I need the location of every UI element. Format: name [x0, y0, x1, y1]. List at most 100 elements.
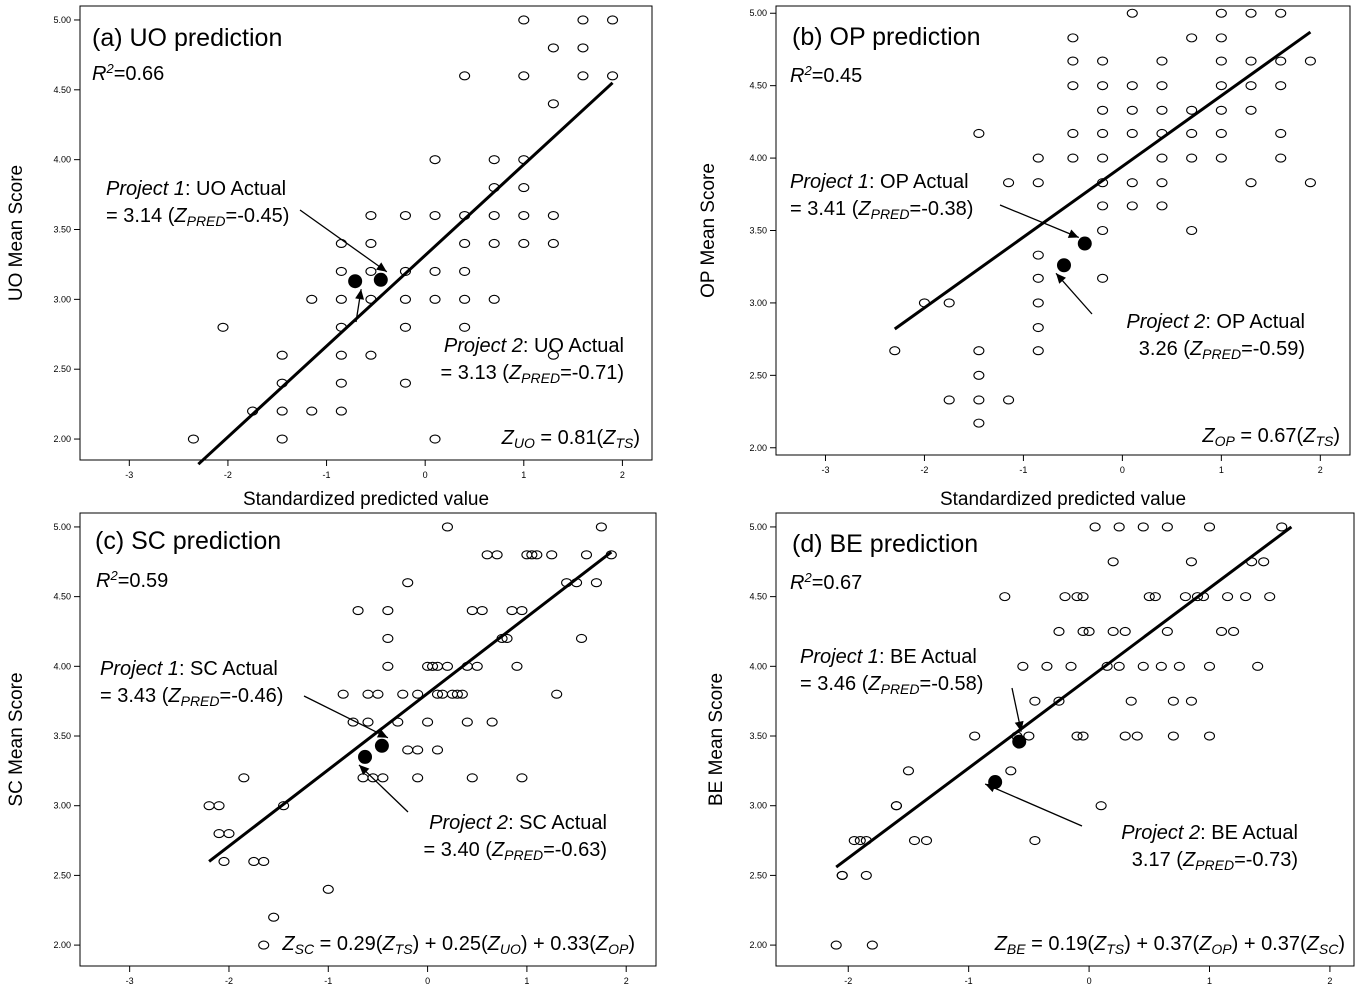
- data-point: [382, 633, 394, 643]
- project-label: 3.17 (ZPRED=-0.73): [1132, 849, 1298, 873]
- y-tick-label: 4.50: [749, 81, 767, 91]
- data-point: [908, 836, 921, 846]
- data-point: [402, 578, 414, 588]
- annotation-arrow: [984, 783, 1083, 827]
- y-tick-label: 2.50: [53, 870, 71, 880]
- data-point: [1222, 592, 1234, 602]
- data-point: [1005, 766, 1017, 776]
- data-point: [1258, 557, 1270, 567]
- y-tick-label: 3.50: [53, 225, 71, 235]
- data-point: [577, 43, 589, 53]
- data-point: [1156, 105, 1168, 115]
- data-point: [481, 550, 493, 560]
- data-point: [973, 395, 985, 405]
- data-point: [427, 661, 439, 671]
- data-point: [547, 350, 559, 360]
- data-point: [1017, 661, 1029, 671]
- r-squared-label: R2=0.67: [790, 570, 862, 594]
- highlight-point-project-1: [373, 272, 388, 287]
- chart-title: (c) SC prediction: [95, 527, 281, 555]
- y-tick-label: 2.00: [749, 940, 767, 950]
- data-point: [866, 940, 878, 950]
- data-point: [518, 15, 530, 25]
- data-point: [429, 210, 441, 221]
- project-label: Project 1: OP Actual: [790, 171, 969, 193]
- data-point: [1113, 661, 1125, 671]
- data-point: [217, 322, 229, 332]
- project-label: Project 2: UO Actual: [444, 335, 624, 357]
- data-point: [521, 550, 533, 560]
- chart-panel-2: 2.00 2.50 3.00 3.50 4.00 4.50 5.00 -3 -2 -1 0 1 2 Pro…: [698, 5, 1351, 510]
- data-point: [466, 773, 478, 783]
- y-tick-label: 4.00: [53, 661, 71, 671]
- data-point: [1119, 626, 1131, 637]
- project-label: Project 1: BE Actual: [800, 646, 977, 668]
- data-point: [1215, 56, 1227, 66]
- y-tick-label: 3.50: [53, 731, 71, 741]
- data-point: [1275, 153, 1287, 163]
- chart-title: (b) OP prediction: [792, 23, 981, 51]
- data-point: [511, 661, 523, 671]
- chart-title: (a) UO prediction: [92, 24, 282, 52]
- data-point: [276, 350, 288, 360]
- data-point: [1032, 250, 1044, 260]
- y-tick-label: 3.00: [749, 801, 767, 811]
- data-point: [399, 378, 411, 388]
- data-point: [1179, 592, 1191, 602]
- data-point: [488, 238, 500, 249]
- annotation-arrowhead: [1014, 720, 1024, 732]
- project-label: Project 2: OP Actual: [1126, 311, 1305, 333]
- data-point: [441, 522, 453, 532]
- chart-panel-4: 2.00 2.50 3.00 3.50 4.00 4.50 5.00 -2 -1 0 1 2 Proje…: [706, 512, 1355, 986]
- data-point: [223, 829, 235, 839]
- data-point: [1155, 661, 1167, 671]
- data-point: [516, 606, 528, 616]
- data-point: [1186, 105, 1198, 115]
- data-point: [575, 633, 588, 643]
- data-point: [1071, 592, 1083, 602]
- y-tick-label: 3.50: [749, 226, 767, 236]
- y-tick-label: 3.00: [53, 801, 71, 811]
- data-point: [890, 801, 902, 811]
- data-point: [429, 434, 441, 444]
- data-point: [335, 294, 347, 304]
- x-tick-label: -1: [323, 470, 331, 480]
- data-point: [860, 870, 872, 880]
- annotation-arrowhead: [359, 764, 370, 776]
- data-point: [441, 661, 453, 671]
- data-point: [1003, 395, 1015, 405]
- data-point: [943, 298, 955, 308]
- data-point: [1167, 696, 1179, 706]
- data-point: [1245, 178, 1257, 188]
- x-tick-label: 2: [1327, 976, 1332, 986]
- data-point: [595, 522, 607, 532]
- highlight-point-project-1: [374, 738, 389, 753]
- data-point: [1275, 8, 1287, 18]
- data-point: [203, 801, 215, 811]
- project-label: Project 2: SC Actual: [429, 812, 607, 834]
- data-point: [1149, 592, 1161, 602]
- data-point: [1276, 522, 1288, 532]
- data-point: [382, 606, 394, 616]
- data-point: [518, 210, 530, 221]
- plot-frame: [79, 5, 653, 461]
- data-point: [1077, 592, 1089, 602]
- y-tick-label: 4.50: [53, 592, 71, 602]
- x-tick-label: -1: [965, 976, 973, 986]
- data-point: [1067, 128, 1079, 139]
- data-point: [365, 350, 377, 360]
- annotation-arrow: [299, 209, 388, 273]
- r-squared-label: R2=0.66: [92, 61, 164, 85]
- data-point: [1067, 56, 1079, 66]
- data-point: [973, 128, 985, 139]
- data-point: [1089, 522, 1101, 532]
- data-point: [402, 745, 414, 755]
- y-tick-label: 2.00: [53, 940, 71, 950]
- data-point: [1215, 33, 1227, 43]
- data-point: [429, 266, 441, 276]
- data-point: [1185, 557, 1197, 567]
- data-point: [459, 322, 471, 332]
- data-point: [1041, 661, 1053, 671]
- data-point: [335, 238, 347, 249]
- data-point: [1245, 81, 1257, 91]
